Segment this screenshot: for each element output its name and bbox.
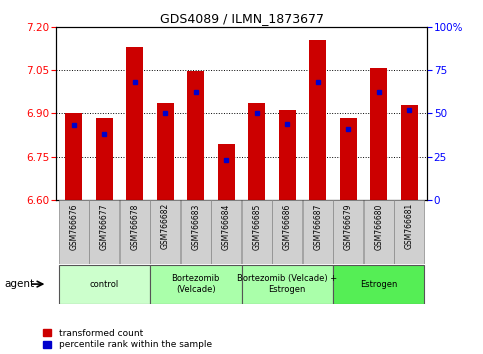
Bar [150,200,180,264]
Text: Bortezomib (Velcade) +
Estrogen: Bortezomib (Velcade) + Estrogen [237,274,337,294]
Text: GSM766678: GSM766678 [130,203,139,250]
Bar [157,103,174,200]
Bar [127,47,143,200]
Bar [96,118,113,200]
Text: GSM766684: GSM766684 [222,203,231,250]
Bar [333,264,425,304]
Bar [340,118,356,200]
Text: GSM766681: GSM766681 [405,203,413,250]
Text: control: control [90,280,119,289]
Bar [89,200,119,264]
Text: GSM766687: GSM766687 [313,203,322,250]
Text: Estrogen: Estrogen [360,280,398,289]
Bar [242,200,272,264]
Legend: transformed count, percentile rank within the sample: transformed count, percentile rank withi… [43,329,212,349]
Bar [333,200,363,264]
Text: GSM766679: GSM766679 [344,203,353,250]
Title: GDS4089 / ILMN_1873677: GDS4089 / ILMN_1873677 [159,12,324,25]
Text: agent: agent [5,279,35,289]
Text: Bortezomib
(Velcade): Bortezomib (Velcade) [171,274,220,294]
Text: GSM766685: GSM766685 [252,203,261,250]
Bar [248,103,265,200]
Bar [59,200,89,264]
Bar [211,200,242,264]
Bar [370,68,387,200]
Bar [279,110,296,200]
Bar [364,200,394,264]
Bar [187,72,204,200]
Bar [66,113,82,200]
Text: GSM766682: GSM766682 [161,203,170,250]
Text: GSM766676: GSM766676 [70,203,78,250]
Bar [58,264,150,304]
Bar [242,264,333,304]
Bar [272,200,302,264]
Bar [218,144,235,200]
Bar [181,200,211,264]
Text: GSM766677: GSM766677 [100,203,109,250]
Bar [309,40,326,200]
Bar [120,200,150,264]
Text: GSM766680: GSM766680 [374,203,383,250]
Bar [150,264,242,304]
Text: GSM766683: GSM766683 [191,203,200,250]
Text: GSM766686: GSM766686 [283,203,292,250]
Bar [303,200,333,264]
Bar [394,200,424,264]
Bar [401,105,417,200]
